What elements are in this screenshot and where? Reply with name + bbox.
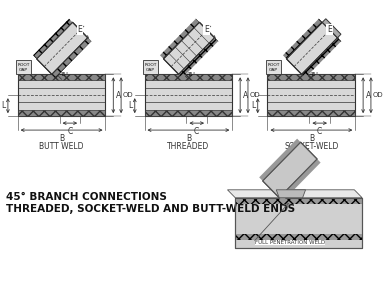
Bar (235, 234, 362, 240)
Text: A: A (366, 91, 371, 100)
Polygon shape (276, 190, 306, 198)
Text: ROOT
GAP: ROOT GAP (17, 63, 30, 71)
Text: BUTT WELD: BUTT WELD (39, 142, 84, 151)
Polygon shape (52, 38, 91, 78)
Polygon shape (286, 22, 338, 74)
Bar (18, 110, 105, 116)
Text: OD: OD (123, 92, 134, 98)
Text: 45°: 45° (186, 72, 196, 77)
Bar (18, 74, 105, 116)
Polygon shape (228, 190, 362, 198)
Text: B: B (59, 134, 64, 143)
Text: L: L (251, 101, 256, 110)
Polygon shape (322, 19, 341, 38)
Bar (18, 74, 105, 80)
Bar (144, 74, 233, 116)
Polygon shape (259, 139, 301, 181)
Text: FULL PENETRATION WELD: FULL PENETRATION WELD (255, 240, 325, 245)
Polygon shape (179, 38, 218, 78)
Bar (266, 60, 281, 74)
Bar (268, 74, 355, 80)
Text: C: C (194, 127, 199, 136)
Text: B: B (186, 134, 191, 143)
Bar (144, 110, 233, 116)
Text: A: A (116, 91, 122, 100)
Bar (16, 60, 31, 74)
Polygon shape (37, 22, 88, 74)
Bar (235, 198, 362, 248)
Polygon shape (283, 19, 322, 59)
Polygon shape (164, 22, 214, 74)
Polygon shape (301, 38, 341, 78)
Bar (144, 74, 233, 80)
Text: THREADED: THREADED (167, 142, 209, 151)
Text: ROOT
GAP: ROOT GAP (267, 63, 280, 71)
Text: 45° BRANCH CONNECTIONS: 45° BRANCH CONNECTIONS (6, 192, 167, 202)
Text: SOCKET-WELD: SOCKET-WELD (284, 142, 338, 151)
Text: E: E (77, 25, 82, 34)
Text: L: L (129, 101, 133, 110)
Text: B: B (309, 134, 314, 143)
Text: A: A (243, 91, 248, 100)
Bar (142, 60, 158, 74)
Bar (235, 198, 362, 204)
Polygon shape (263, 142, 317, 198)
Text: E: E (204, 25, 209, 34)
Text: L: L (2, 101, 6, 110)
Text: THREADED, SOCKET-WELD AND BUTT-WELD ENDS: THREADED, SOCKET-WELD AND BUTT-WELD ENDS (6, 204, 295, 214)
Polygon shape (160, 19, 199, 59)
Polygon shape (33, 19, 72, 59)
Text: C: C (317, 127, 322, 136)
Polygon shape (279, 159, 321, 201)
Bar (235, 198, 362, 248)
Text: OD: OD (373, 92, 383, 98)
Text: 45°: 45° (60, 72, 69, 77)
Text: ROOT
GAP: ROOT GAP (144, 63, 157, 71)
Bar (268, 110, 355, 116)
Text: OD: OD (250, 92, 261, 98)
Text: C: C (67, 127, 72, 136)
Text: E: E (327, 25, 332, 34)
Text: 45°: 45° (310, 72, 319, 77)
Bar (268, 74, 355, 116)
